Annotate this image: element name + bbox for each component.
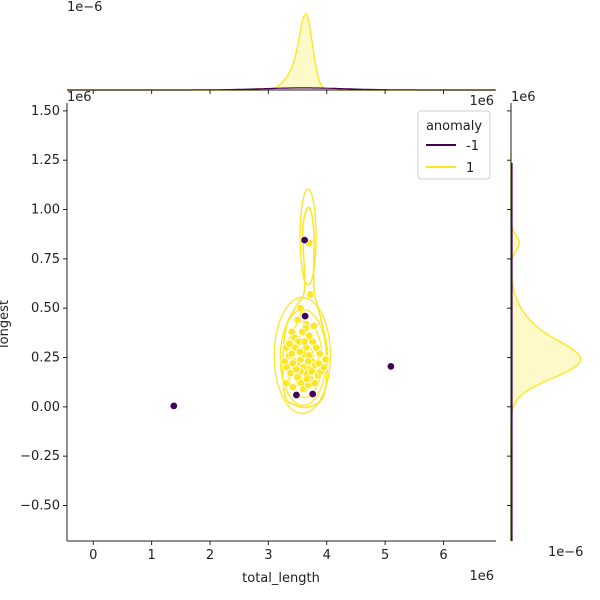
top-marginal-offset-label: 1e−6 xyxy=(67,0,102,15)
legend: anomaly -1 1 xyxy=(417,110,491,180)
scatter-point-anomaly-1 xyxy=(296,304,305,313)
x-tick-label: 0 xyxy=(89,548,97,563)
axes: 0 1 2 3 4 5 6 −0.50 −0.25 0.00 0.25 0.50 0.75 1.00 1.2… xyxy=(20,89,512,563)
scatter-point-anomaly-neg1 xyxy=(169,401,178,411)
scatter-point-anomaly-1 xyxy=(310,379,320,388)
scatter-point-anomaly-1 xyxy=(309,321,319,331)
y-axis-label: longest xyxy=(0,300,12,348)
legend-title: anomaly xyxy=(426,119,482,134)
scatter-point-anomaly-1 xyxy=(288,359,298,368)
x-tick-label: 6 xyxy=(439,548,447,563)
x-tick-label: 5 xyxy=(381,548,389,563)
scatter-point-anomaly-1 xyxy=(300,337,309,346)
scatter-point-anomaly-1 xyxy=(286,369,295,378)
x-tick-label: 3 xyxy=(264,548,272,563)
right-marginal-plot xyxy=(510,153,582,541)
scatter-point-anomaly-neg1 xyxy=(300,235,309,245)
x-tick-label: 4 xyxy=(323,548,331,563)
legend-label-anomaly-1: 1 xyxy=(466,161,474,176)
scatter-point-anomaly-1 xyxy=(305,331,314,340)
right-marginal-fill xyxy=(511,153,581,541)
right-top-offset-label: 1e6 xyxy=(469,94,494,109)
scatter-point-anomaly-1 xyxy=(295,347,305,356)
scatter-point-anomaly-1 xyxy=(307,367,316,376)
scatter-point-anomaly-1 xyxy=(306,290,315,299)
scatter-points xyxy=(169,235,396,411)
scatter-point-anomaly-1 xyxy=(285,339,294,348)
y-tick-label: 1.25 xyxy=(31,153,60,168)
kde-contour xyxy=(299,188,317,286)
scatter-point-anomaly-1 xyxy=(281,379,291,388)
scatter-point-anomaly-1 xyxy=(288,382,298,392)
y-tick-label: 0.00 xyxy=(31,400,60,415)
y-tick-label: 1.00 xyxy=(31,203,60,218)
scatter-point-anomaly-neg1 xyxy=(308,389,317,399)
scatter-point-anomaly-1 xyxy=(298,327,307,337)
x-tick-label: 2 xyxy=(206,548,214,563)
y-tick-label: 1.50 xyxy=(31,104,60,119)
scatter-point-anomaly-neg1 xyxy=(292,390,301,400)
scatter-point-anomaly-1 xyxy=(303,357,313,366)
y-tick-label: 0.25 xyxy=(31,351,60,366)
y-tick-label: −0.50 xyxy=(20,498,60,513)
scatter-point-anomaly-1 xyxy=(287,349,296,358)
top-marginal-plot xyxy=(67,13,496,91)
scatter-point-anomaly-1 xyxy=(302,375,312,384)
y-offset-label: 1e6 xyxy=(67,90,92,105)
y-tick-label: −0.25 xyxy=(20,449,60,464)
x-axis-label: total_length xyxy=(242,571,320,586)
scatter-point-anomaly-neg1 xyxy=(386,362,396,371)
kde-contour xyxy=(273,296,331,415)
scatter-point-anomaly-1 xyxy=(314,359,323,368)
x-offset-label: 1e6 xyxy=(469,569,494,584)
right-marginal-offset-label: 1e−6 xyxy=(548,545,583,560)
y-tick-label: 0.75 xyxy=(31,252,60,267)
scatter-point-anomaly-1 xyxy=(321,355,330,364)
x-tick-label: 1 xyxy=(147,548,155,563)
main-scatter-plot xyxy=(169,188,396,415)
scatter-point-anomaly-1 xyxy=(293,315,302,325)
y-tick-label: 0.50 xyxy=(31,301,60,316)
legend-label-anomaly-neg1: -1 xyxy=(466,139,479,154)
scatter-point-anomaly-neg1 xyxy=(300,311,310,321)
top-marginal-fill xyxy=(67,14,496,91)
right-marginal-top-label: 1e6 xyxy=(511,90,536,105)
top-marginal-curve xyxy=(67,13,496,91)
